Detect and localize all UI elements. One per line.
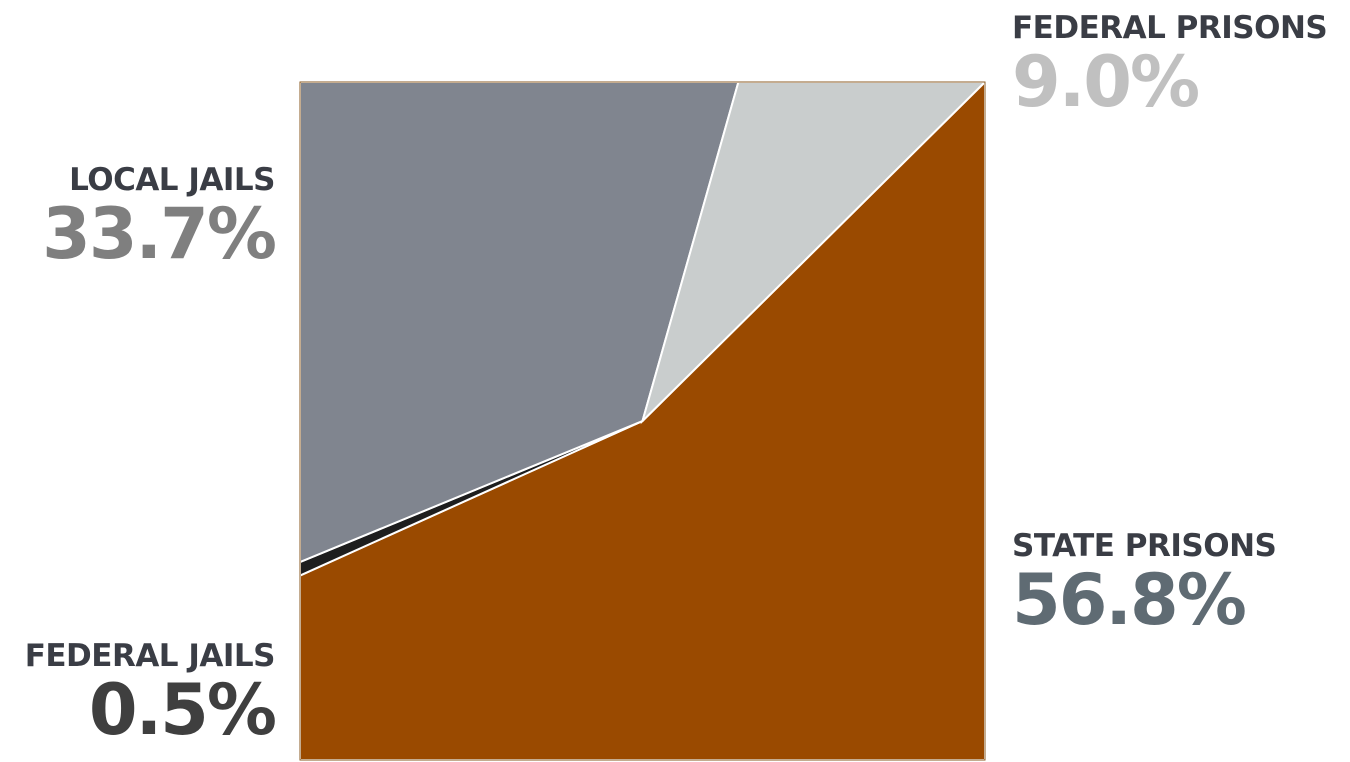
value-label: 9.0% bbox=[1012, 46, 1327, 118]
page: (() => { const data = JSON.parse(documen… bbox=[0, 0, 1350, 762]
value-label: 33.7% bbox=[0, 198, 275, 270]
value-label: 0.5% bbox=[0, 674, 275, 746]
value-label: 56.8% bbox=[1012, 564, 1276, 636]
